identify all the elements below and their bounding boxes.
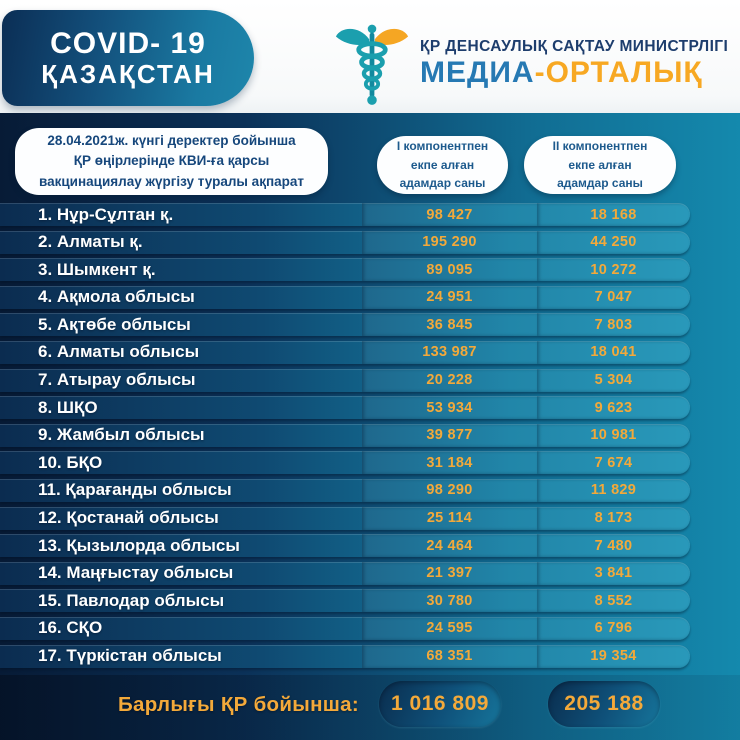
report-info-box: 28.04.2021ж. күнгі деректер бойынша ҚР ө… [15, 128, 328, 195]
dose2-value: 8 173 [537, 506, 690, 530]
dose2-value: 7 674 [537, 451, 690, 475]
region-name: 3. Шымкент қ. [38, 259, 156, 279]
dose1-value: 68 351 [362, 644, 537, 668]
table-row: 16. СҚО 24 595 6 796 [0, 616, 690, 640]
dose2-value: 10 272 [537, 258, 690, 282]
region-name: 12. Қостанай облысы [38, 508, 219, 528]
dose2-value: 5 304 [537, 368, 690, 392]
dose1-value: 98 427 [362, 203, 537, 226]
region-name: 10. БҚО [38, 452, 103, 472]
regions-table: 1. Нұр-Сұлтан қ. 98 427 18 168 2. Алматы қ.… [0, 203, 690, 672]
dose1-value: 30 780 [362, 589, 537, 613]
dose1-value: 195 290 [362, 230, 537, 254]
region-name: 4. Ақмола облысы [38, 287, 195, 307]
table-row: 10. БҚО 31 184 7 674 [0, 451, 690, 475]
total-dose2-value: 205 188 [548, 681, 660, 727]
region-name: 17. Түркістан облысы [38, 646, 222, 665]
col1-line2: екпе алған [410, 157, 475, 172]
region-name: 15. Павлодар облысы [38, 590, 225, 610]
table-row: 11. Қарағанды облысы 98 290 11 829 [0, 478, 690, 502]
col2-line1: II компонентпен [552, 139, 648, 154]
table-row: 5. Ақтөбе облысы 36 845 7 803 [0, 313, 690, 337]
dose2-value: 11 829 [537, 478, 690, 502]
dose2-value: 7 480 [537, 534, 690, 558]
region-name: 8. ШҚО [38, 397, 98, 417]
dose1-value: 133 987 [362, 340, 537, 364]
dose1-value: 36 845 [362, 313, 537, 337]
covid-badge-line2: ҚАЗАҚСТАН [41, 58, 215, 89]
total-label: Барлығы ҚР бойынша: [118, 693, 359, 716]
media-center-brand: МЕДИА-ОРТАЛЫҚ [420, 56, 728, 91]
top-header: COVID- 19 ҚАЗАҚСТАН ҚР ДЕНСАУЛЫҚ САҚТАУ … [0, 0, 740, 113]
column-header-dose2: II компонентпен екпе алған адамдар саны [524, 136, 676, 194]
region-name: 7. Атырау облысы [38, 370, 196, 390]
dose1-value: 24 951 [362, 285, 537, 309]
dose1-value: 24 595 [362, 616, 537, 640]
table-row: 7. Атырау облысы 20 228 5 304 [0, 368, 690, 392]
region-name: 14. Маңғыстау облысы [38, 563, 234, 583]
table-row: 13. Қызылорда облысы 24 464 7 480 [0, 534, 690, 558]
dose1-value: 89 095 [362, 258, 537, 282]
region-name: 5. Ақтөбе облысы [38, 314, 191, 334]
dose1-value: 20 228 [362, 368, 537, 392]
region-name: 2. Алматы қ. [38, 232, 143, 252]
dose2-value: 19 354 [537, 644, 690, 668]
dose2-value: 9 623 [537, 396, 690, 420]
dose2-value: 10 981 [537, 423, 690, 447]
dose2-value: 7 803 [537, 313, 690, 337]
table-row: 8. ШҚО 53 934 9 623 [0, 396, 690, 420]
table-row: 3. Шымкент қ. 89 095 10 272 [0, 258, 690, 282]
caduceus-icon [335, 24, 409, 105]
region-name: 13. Қызылорда облысы [38, 535, 240, 555]
total-dose1-value: 1 016 809 [379, 681, 501, 727]
covid-19-badge: COVID- 19 ҚАЗАҚСТАН [2, 10, 254, 106]
region-name: 1. Нұр-Сұлтан қ. [38, 204, 174, 224]
dose1-value: 21 397 [362, 561, 537, 585]
region-name: 11. Қарағанды облысы [38, 480, 232, 500]
table-row: 17. Түркістан облысы 68 351 19 354 [0, 644, 690, 668]
col2-line3: адамдар саны [557, 176, 643, 191]
brand-media: МЕДИА [420, 55, 535, 89]
report-info-line1: 28.04.2021ж. күнгі деректер бойынша [47, 133, 296, 149]
covid-badge-line1: COVID- 19 [50, 26, 206, 60]
table-row: 6. Алматы облысы 133 987 18 041 [0, 340, 690, 364]
col1-line3: адамдар саны [399, 176, 486, 191]
table-row: 9. Жамбыл облысы 39 877 10 981 [0, 423, 690, 447]
dose2-value: 8 552 [537, 589, 690, 613]
ministry-logo: ҚР ДЕНСАУЛЫҚ САҚТАУ МИНИСТРЛІГІ МЕДИА-ОР… [334, 20, 728, 108]
column-header-dose1: I компонентпен екпе алған адамдар саны [377, 136, 508, 194]
dose2-value: 18 041 [537, 340, 690, 364]
dose2-value: 3 841 [537, 561, 690, 585]
report-info-line3: вакцинациялау жүргізу туралы ақпарат [39, 173, 304, 189]
table-row: 14. Маңғыстау облысы 21 397 3 841 [0, 561, 690, 585]
brand-ortalyk: -ОРТАЛЫҚ [534, 55, 703, 89]
table-row: 4. Ақмола облысы 24 951 7 047 [0, 285, 690, 309]
table-row: 15. Павлодар облысы 30 780 8 552 [0, 589, 690, 613]
dose1-value: 98 290 [362, 478, 537, 502]
dose1-value: 53 934 [362, 396, 537, 420]
col2-line2: екпе алған [568, 157, 632, 172]
dose1-value: 24 464 [362, 534, 537, 558]
table-row: 2. Алматы қ. 195 290 44 250 [0, 230, 690, 254]
region-name: 16. СҚО [38, 618, 103, 638]
dose1-value: 25 114 [362, 506, 537, 530]
data-panel: 28.04.2021ж. күнгі деректер бойынша ҚР ө… [0, 113, 740, 740]
dose2-value: 6 796 [537, 616, 690, 640]
dose2-value: 18 168 [537, 203, 690, 226]
region-name: 9. Жамбыл облысы [38, 425, 205, 445]
report-info-line2: ҚР өңірлерінде КВИ-ға қарсы [73, 153, 270, 169]
col1-line1: I компонентпен [396, 139, 489, 154]
ministry-text-block: ҚР ДЕНСАУЛЫҚ САҚТАУ МИНИСТРЛІГІ МЕДИА-ОР… [420, 38, 728, 91]
total-band: Барлығы ҚР бойынша: 1 016 809 205 188 [0, 675, 740, 740]
dose1-value: 39 877 [362, 423, 537, 447]
dose1-value: 31 184 [362, 451, 537, 475]
table-row: 12. Қостанай облысы 25 114 8 173 [0, 506, 690, 530]
dose2-value: 7 047 [537, 285, 690, 309]
region-name: 6. Алматы облысы [38, 342, 200, 362]
dose2-value: 44 250 [537, 230, 690, 254]
ministry-name: ҚР ДЕНСАУЛЫҚ САҚТАУ МИНИСТРЛІГІ [420, 37, 729, 55]
table-row: 1. Нұр-Сұлтан қ. 98 427 18 168 [0, 203, 690, 226]
